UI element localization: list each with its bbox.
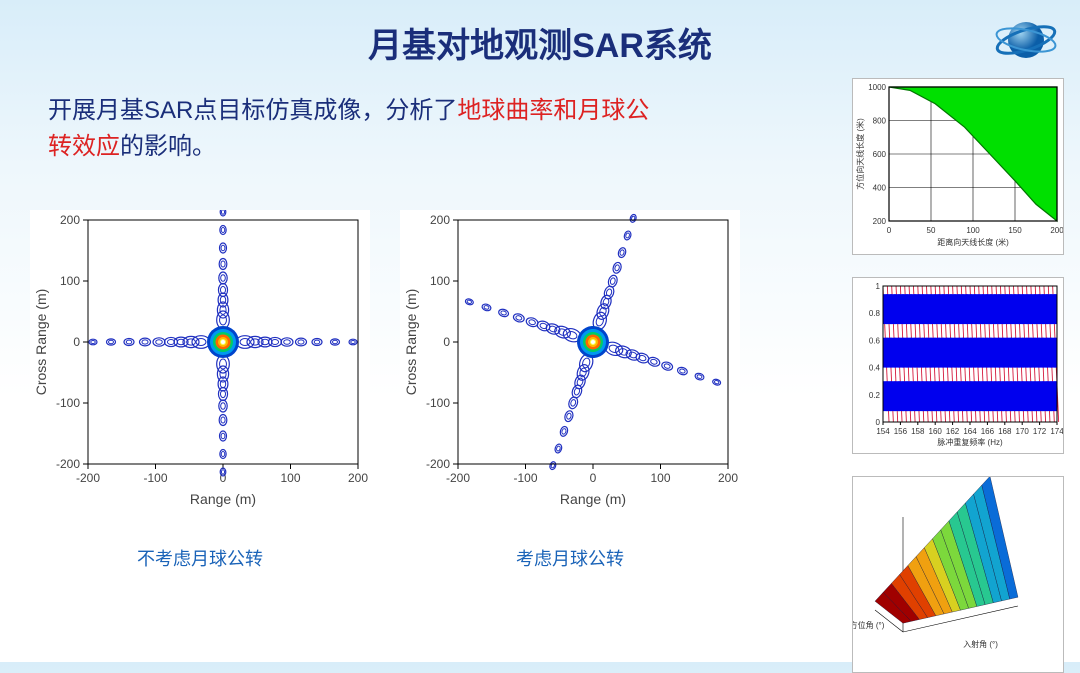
- svg-text:172: 172: [1033, 427, 1047, 436]
- svg-text:0.8: 0.8: [869, 309, 881, 318]
- svg-text:100: 100: [966, 226, 980, 235]
- svg-text:164: 164: [963, 427, 977, 436]
- svg-text:1: 1: [876, 282, 881, 291]
- svg-text:162: 162: [946, 427, 960, 436]
- svg-text:200: 200: [1050, 226, 1063, 235]
- svg-text:-100: -100: [426, 396, 450, 410]
- svg-text:脉冲重复频率 (Hz): 脉冲重复频率 (Hz): [937, 437, 1003, 447]
- svg-text:0: 0: [887, 226, 892, 235]
- svg-text:-200: -200: [76, 471, 100, 485]
- svg-text:-200: -200: [426, 457, 450, 471]
- svg-text:160: 160: [929, 427, 943, 436]
- svg-text:156: 156: [894, 427, 908, 436]
- contour-plot-row: -200-200-100-10000100100200200Range (m)C…: [30, 210, 740, 571]
- caption-left: 不考虑月球公转: [137, 545, 263, 571]
- svg-text:入射角 (°): 入射角 (°): [963, 639, 998, 649]
- svg-text:600: 600: [873, 150, 887, 159]
- svg-text:-100: -100: [513, 471, 537, 485]
- svg-text:158: 158: [911, 427, 925, 436]
- svg-text:1000: 1000: [868, 83, 886, 92]
- svg-text:0: 0: [876, 418, 881, 427]
- svg-text:100: 100: [280, 471, 300, 485]
- svg-text:154: 154: [876, 427, 890, 436]
- svg-text:-200: -200: [56, 457, 80, 471]
- svg-text:100: 100: [430, 274, 450, 288]
- svg-text:0.2: 0.2: [869, 391, 881, 400]
- description-text: 开展月基SAR点目标仿真成像，分析了地球曲率和月球公转效应的影响。: [48, 93, 658, 165]
- svg-text:0: 0: [590, 471, 597, 485]
- svg-text:800: 800: [873, 117, 887, 126]
- svg-text:170: 170: [1016, 427, 1030, 436]
- page-title: 月基对地观测SAR系统: [0, 0, 1080, 67]
- svg-text:Range (m): Range (m): [190, 491, 256, 507]
- contour-plot-left: -200-200-100-10000100100200200Range (m)C…: [30, 210, 370, 515]
- globe-logo: [990, 10, 1060, 70]
- svg-text:0.4: 0.4: [869, 364, 881, 373]
- svg-text:Cross Range (m): Cross Range (m): [403, 289, 419, 396]
- svg-text:150: 150: [1008, 226, 1022, 235]
- svg-text:0: 0: [443, 335, 450, 349]
- svg-text:174: 174: [1050, 427, 1063, 436]
- svg-text:-100: -100: [56, 396, 80, 410]
- svg-text:距离向天线长度 (米): 距离向天线长度 (米): [937, 237, 1009, 247]
- svg-text:200: 200: [60, 213, 80, 227]
- svg-text:100: 100: [60, 274, 80, 288]
- caption-right: 考虑月球公转: [516, 545, 624, 571]
- svg-text:0: 0: [73, 335, 80, 349]
- svg-text:方位向天线长度 (米): 方位向天线长度 (米): [855, 118, 865, 190]
- svg-text:200: 200: [430, 213, 450, 227]
- svg-text:Cross Range (m): Cross Range (m): [33, 289, 49, 396]
- side-panel-column: 0 50 100 150 200 200 400 600 800 1000 距离向天线长度 (米) 方…: [852, 78, 1064, 673]
- contour-plot-right: -200-200 -100 -100 0 0 100 100 200 200 Range (m) C…: [400, 210, 740, 515]
- svg-text:方位角 (°): 方位角 (°): [853, 620, 885, 630]
- svg-text:Range (m): Range (m): [560, 491, 626, 507]
- side-chart-surface: 入射角 (°) 方位角 (°): [852, 476, 1064, 673]
- svg-text:0.6: 0.6: [869, 336, 881, 345]
- svg-text:400: 400: [873, 184, 887, 193]
- svg-text:50: 50: [927, 226, 936, 235]
- svg-text:200: 200: [873, 217, 887, 226]
- svg-text:168: 168: [998, 427, 1012, 436]
- svg-text:-100: -100: [143, 471, 167, 485]
- svg-text:200: 200: [718, 471, 738, 485]
- svg-text:166: 166: [981, 427, 995, 436]
- svg-text:-200: -200: [446, 471, 470, 485]
- svg-text:100: 100: [650, 471, 670, 485]
- side-chart-bars: 154 156158 160162164 166168 170172174 0 0.2 0.4…: [852, 277, 1064, 454]
- svg-text:200: 200: [348, 471, 368, 485]
- side-chart-green: 0 50 100 150 200 200 400 600 800 1000 距离向天线长度 (米) 方…: [852, 78, 1064, 255]
